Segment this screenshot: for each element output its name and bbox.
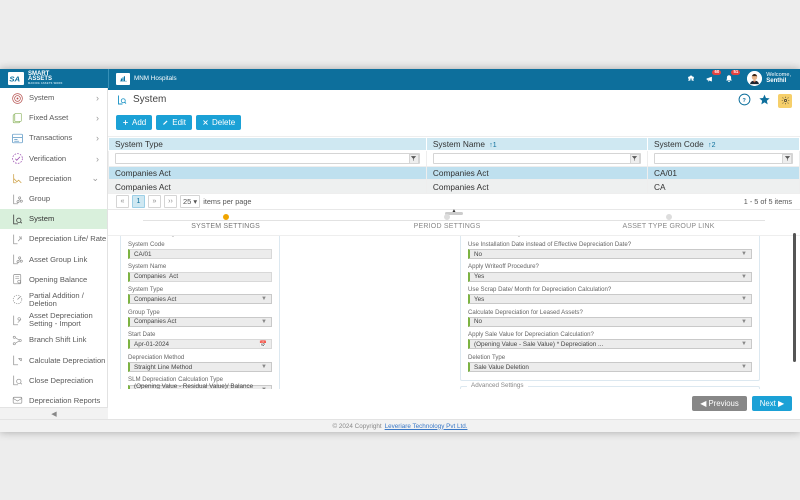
svg-text:SA: SA — [9, 74, 20, 83]
svg-text:?: ? — [742, 97, 745, 103]
